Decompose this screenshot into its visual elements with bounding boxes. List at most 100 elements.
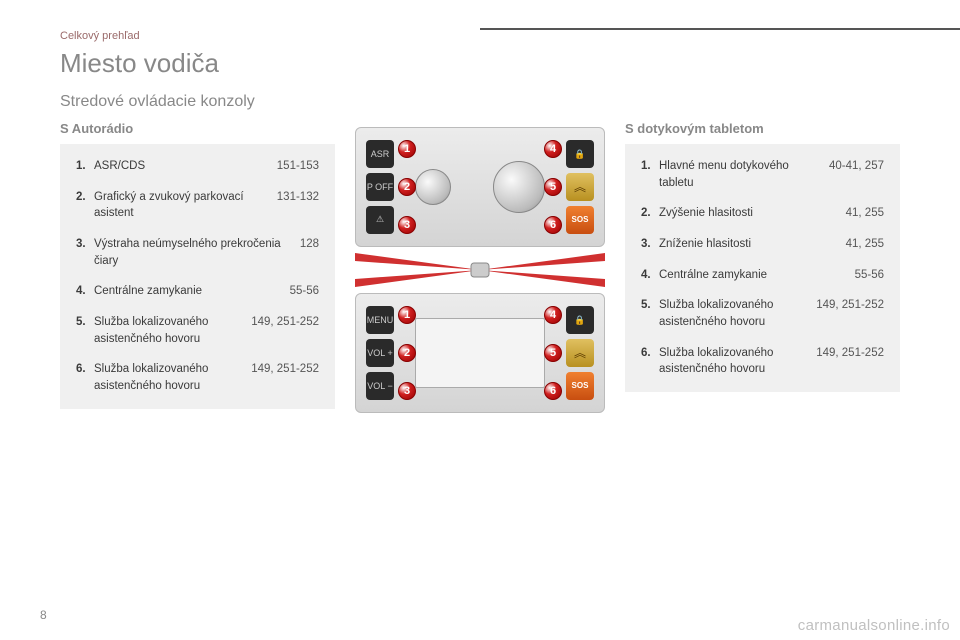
item-label: Hlavné menu dotykového tabletu	[659, 158, 819, 191]
lock-button[interactable]: 🔒	[566, 306, 594, 334]
btn-col-left: ASR P OFF ⚠	[366, 138, 394, 236]
item-num: 6.	[641, 345, 659, 378]
right-heading: S dotykovým tabletom	[625, 121, 900, 136]
marker-6: 6	[544, 382, 562, 400]
item-num: 4.	[641, 267, 659, 284]
marker-1: 1	[398, 306, 416, 324]
item-pages: 41, 255	[846, 236, 884, 253]
marker-2: 2	[398, 344, 416, 362]
marker-3: 3	[398, 216, 416, 234]
vol-down-button[interactable]: VOL −	[366, 372, 394, 400]
sos-label: SOS	[572, 381, 589, 390]
item-pages: 40-41, 257	[829, 158, 884, 191]
item-num: 5.	[76, 314, 94, 347]
list-item: 2.Grafický a zvukový parkovací asistent1…	[76, 189, 319, 222]
marker-3: 3	[398, 382, 416, 400]
list-item: 4.Centrálne zamykanie 55-56	[76, 283, 319, 300]
panel-knobs	[409, 161, 551, 213]
page-subtitle: Stredové ovládacie konzoly	[60, 93, 900, 111]
item-label: Služba lokalizovaného asistenčného hovor…	[94, 314, 241, 347]
btn-col-right: 🔒 ︽ SOS	[566, 138, 594, 236]
left-heading: S Autorádio	[60, 121, 335, 136]
marker-4: 4	[544, 306, 562, 324]
item-label: Služba lokalizovaného asistenčného hovor…	[659, 345, 806, 378]
vol-up-button[interactable]: VOL +	[366, 339, 394, 367]
item-num: 1.	[76, 158, 94, 175]
marker-5: 5	[544, 344, 562, 362]
item-num: 5.	[641, 297, 659, 330]
item-label: ASR/CDS	[94, 158, 267, 175]
col-mid: ASR P OFF ⚠ 🔒 ︽ SOS 1 2 3 4 5	[355, 121, 605, 419]
item-label: Grafický a zvukový parkovací asistent	[94, 189, 267, 222]
item-pages: 149, 251-252	[816, 345, 884, 378]
marker-5: 5	[544, 178, 562, 196]
list-item: 5.Služba lokalizovaného asistenčného hov…	[641, 297, 884, 330]
col-right: S dotykovým tabletom 1.Hlavné menu dotyk…	[625, 121, 900, 392]
sos-label: SOS	[572, 215, 589, 224]
item-pages: 149, 251-252	[251, 361, 319, 394]
item-label: Centrálne zamykanie	[659, 267, 845, 284]
connector-icon	[355, 253, 605, 287]
item-num: 4.	[76, 283, 94, 300]
list-item: 4.Centrálne zamykanie 55-56	[641, 267, 884, 284]
asr-button[interactable]: ASR	[366, 140, 394, 168]
chevron-up-icon: ︽	[574, 183, 586, 191]
item-pages: 151-153	[277, 158, 319, 175]
item-pages: 41, 255	[846, 205, 884, 222]
columns: S Autorádio 1.ASR/CDS151-153 2.Grafický …	[60, 121, 900, 419]
item-num: 2.	[641, 205, 659, 222]
btn-col-right: 🔒 ︽ SOS	[566, 304, 594, 402]
assist-button[interactable]: ︽	[566, 339, 594, 367]
item-pages: 149, 251-252	[816, 297, 884, 330]
item-num: 1.	[641, 158, 659, 191]
list-item: 2.Zvýšenie hlasitosti 41, 255	[641, 205, 884, 222]
page-title: Miesto vodiča	[60, 48, 900, 79]
item-num: 2.	[76, 189, 94, 222]
list-item: 3.Zníženie hlasitosti41, 255	[641, 236, 884, 253]
item-label: Výstraha neúmyselného prekročenia čiary	[94, 236, 290, 269]
watermark: carmanualsonline.info	[798, 617, 950, 634]
marker-1: 1	[398, 140, 416, 158]
top-rule	[480, 28, 960, 30]
list-item: 1.ASR/CDS 151-153	[76, 158, 319, 175]
lane-button[interactable]: ⚠	[366, 206, 394, 234]
item-label: Služba lokalizovaného asistenčného hovor…	[659, 297, 806, 330]
list-item: 1.Hlavné menu dotykového tabletu 40-41, 2…	[641, 158, 884, 191]
item-num: 3.	[76, 236, 94, 269]
item-pages: 55-56	[290, 283, 319, 300]
menu-button[interactable]: MENU	[366, 306, 394, 334]
page-number: 8	[40, 608, 47, 622]
btn-col-left: MENU VOL + VOL −	[366, 304, 394, 402]
assist-button[interactable]: ︽	[566, 173, 594, 201]
list-item: 3.Výstraha neúmyselného prekročenia čiar…	[76, 236, 319, 269]
panel-touch: MENU VOL + VOL − 🔒 ︽ SOS 1 2 3 4 5 6	[355, 293, 605, 413]
item-label: Zvýšenie hlasitosti	[659, 205, 836, 222]
item-num: 6.	[76, 361, 94, 394]
knob-left[interactable]	[415, 169, 451, 205]
left-listbox: 1.ASR/CDS 151-153 2.Grafický a zvukový pa…	[60, 144, 335, 409]
lock-button[interactable]: 🔒	[566, 140, 594, 168]
marker-6: 6	[544, 216, 562, 234]
marker-2: 2	[398, 178, 416, 196]
item-label: Centrálne zamykanie	[94, 283, 280, 300]
list-item: 6.Služba lokalizovaného asistenčného hov…	[76, 361, 319, 394]
item-pages: 128	[300, 236, 319, 269]
page: Celkový prehľad Miesto vodiča Stredové o…	[0, 0, 960, 439]
item-label: Zníženie hlasitosti	[659, 236, 836, 253]
right-listbox: 1.Hlavné menu dotykového tabletu 40-41, 2…	[625, 144, 900, 392]
item-label: Služba lokalizovaného asistenčného hovor…	[94, 361, 241, 394]
list-item: 5.Služba lokalizovaného asistenčného hov…	[76, 314, 319, 347]
sos-button[interactable]: SOS	[566, 206, 594, 234]
item-pages: 55-56	[855, 267, 884, 284]
marker-4: 4	[544, 140, 562, 158]
chevron-up-icon: ︽	[574, 349, 586, 357]
touch-screen[interactable]	[415, 318, 545, 388]
list-item: 6.Služba lokalizovaného asistenčného hov…	[641, 345, 884, 378]
sos-button[interactable]: SOS	[566, 372, 594, 400]
knob-center[interactable]	[493, 161, 545, 213]
poff-button[interactable]: P OFF	[366, 173, 394, 201]
item-pages: 149, 251-252	[251, 314, 319, 347]
panel-audio: ASR P OFF ⚠ 🔒 ︽ SOS 1 2 3 4 5	[355, 127, 605, 247]
section-label: Celkový prehľad	[60, 30, 900, 42]
col-left: S Autorádio 1.ASR/CDS 151-153 2.Grafický …	[60, 121, 335, 409]
